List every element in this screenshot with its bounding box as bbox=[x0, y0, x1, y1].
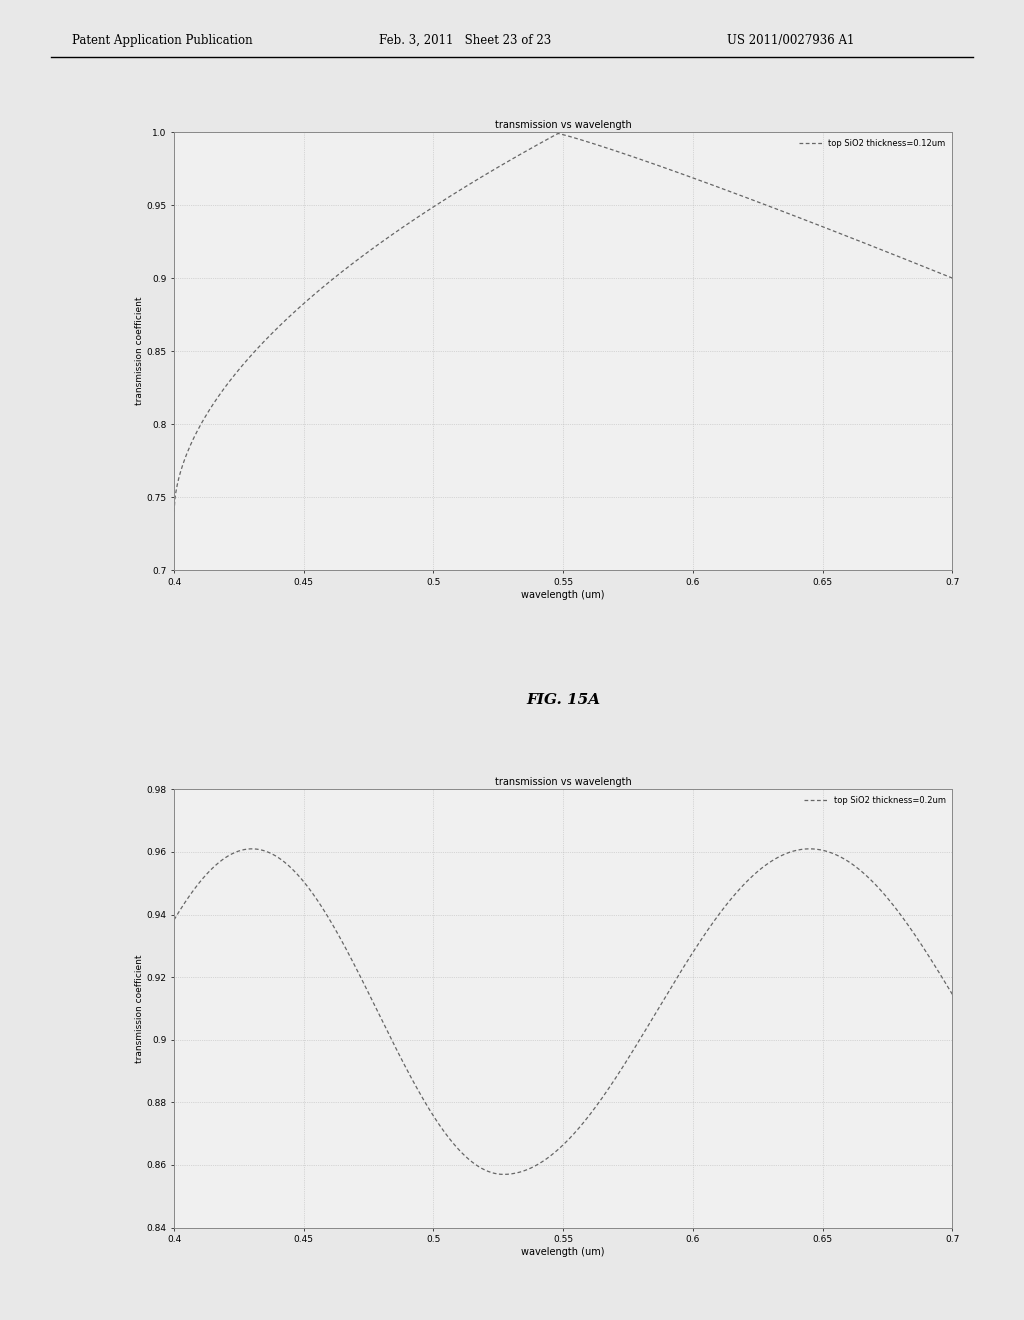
Title: transmission vs wavelength: transmission vs wavelength bbox=[495, 777, 632, 787]
X-axis label: wavelength (um): wavelength (um) bbox=[521, 590, 605, 599]
X-axis label: wavelength (um): wavelength (um) bbox=[521, 1247, 605, 1257]
Legend: top SiO2 thickness=0.2um: top SiO2 thickness=0.2um bbox=[802, 793, 948, 808]
Text: US 2011/0027936 A1: US 2011/0027936 A1 bbox=[727, 33, 854, 46]
Y-axis label: transmission coefficient: transmission coefficient bbox=[134, 297, 143, 405]
Title: transmission vs wavelength: transmission vs wavelength bbox=[495, 120, 632, 129]
Text: Patent Application Publication: Patent Application Publication bbox=[72, 33, 252, 46]
Y-axis label: transmission coefficient: transmission coefficient bbox=[134, 954, 143, 1063]
Text: Feb. 3, 2011   Sheet 23 of 23: Feb. 3, 2011 Sheet 23 of 23 bbox=[379, 33, 551, 46]
Legend: top SiO2 thickness=0.12um: top SiO2 thickness=0.12um bbox=[797, 136, 948, 150]
Text: FIG. 15A: FIG. 15A bbox=[526, 693, 600, 708]
